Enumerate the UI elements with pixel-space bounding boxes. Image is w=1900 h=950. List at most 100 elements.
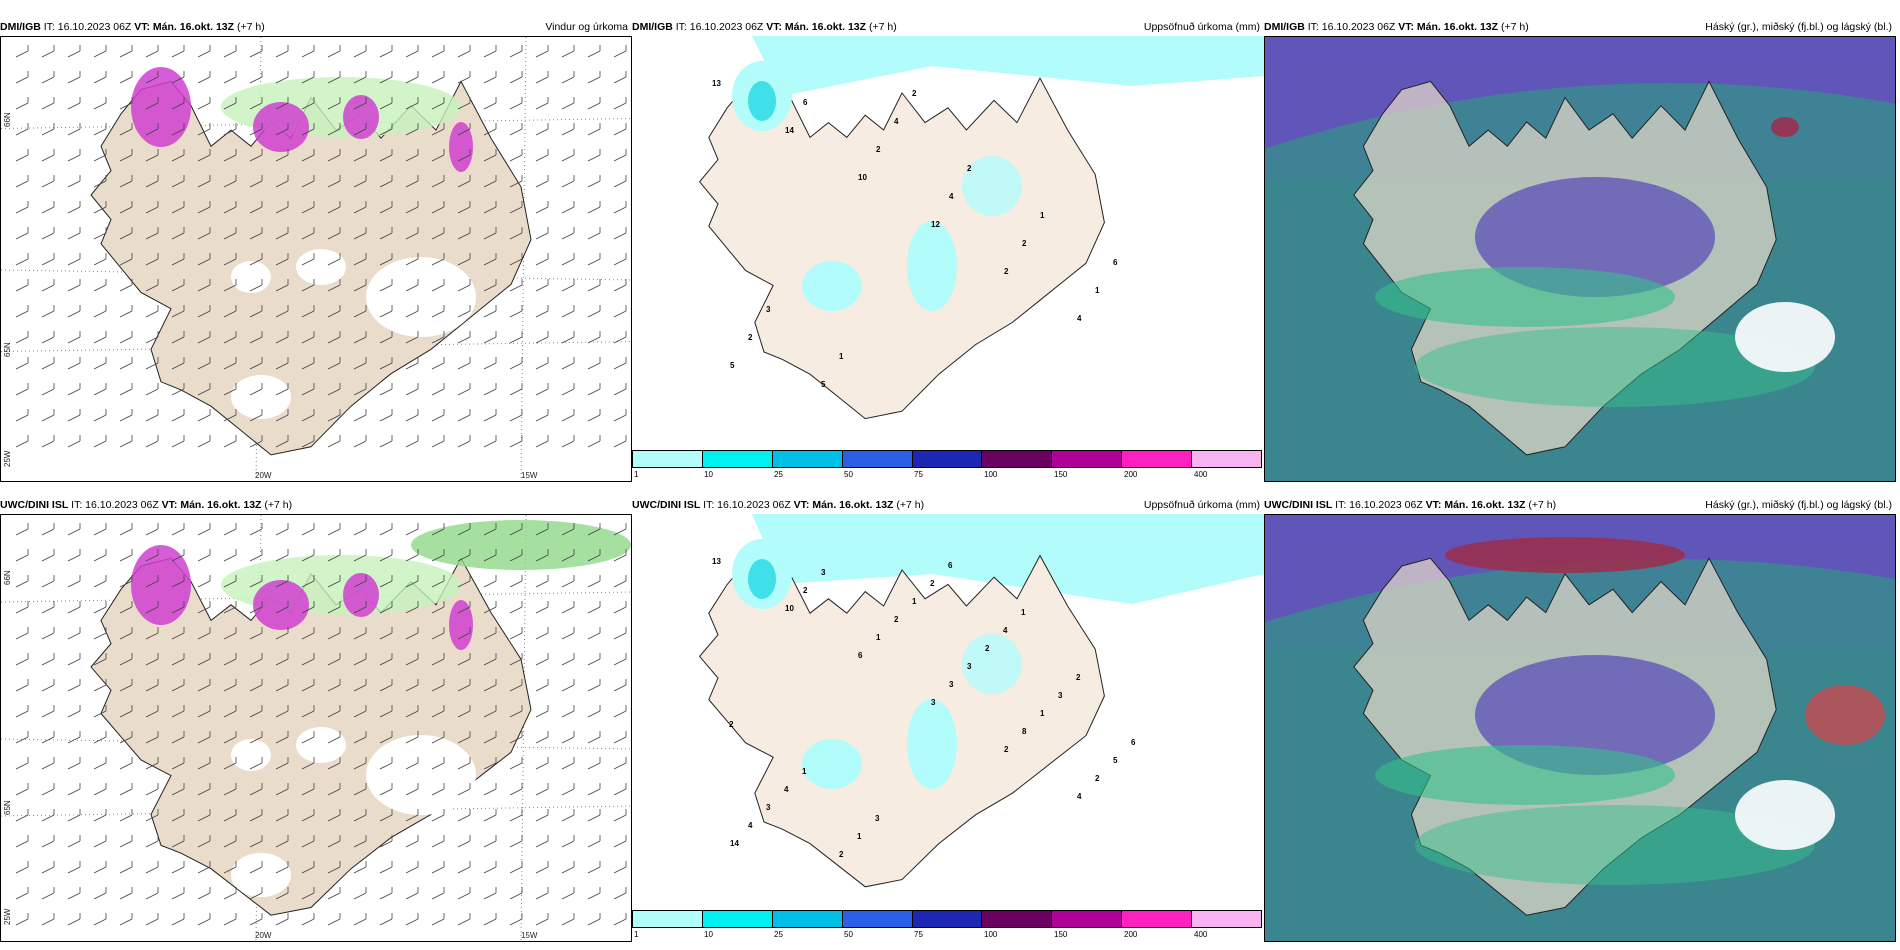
wind-barb: [67, 362, 81, 370]
heavy-precip: [343, 573, 379, 617]
wind-barb: [145, 76, 159, 84]
wind-barb: [327, 840, 341, 848]
wind-barb: [379, 206, 393, 214]
wind-barb: [223, 362, 237, 370]
panel-title: Uppsöfnuð úrkoma (mm): [1143, 499, 1260, 511]
wind-barb: [93, 258, 107, 266]
wind-barb: [93, 440, 107, 448]
wind-barb: [613, 580, 627, 588]
wind-barb: [587, 128, 601, 136]
wind-barb: [457, 554, 471, 562]
legend-swatch: [772, 451, 843, 467]
panel-precip-uwc: UWC/DINI ISL IT: 16.10.2023 06Z VT: Mán.…: [632, 496, 1264, 942]
wind-barb: [119, 50, 133, 58]
wind-barb: [223, 414, 237, 422]
wind-barb: [145, 606, 159, 614]
wind-barb: [171, 736, 185, 744]
wind-barb: [197, 180, 211, 188]
wind-barb: [15, 284, 29, 292]
legend-swatch: [633, 451, 703, 467]
wind-barb: [41, 736, 55, 744]
wind-barb: [561, 232, 575, 240]
precip-value: 2: [985, 644, 990, 653]
legend-swatch: [702, 451, 773, 467]
wind-barb: [353, 632, 367, 640]
wind-barb: [613, 788, 627, 796]
wind-barb: [171, 284, 185, 292]
precip-value: 10: [858, 173, 867, 182]
wind-barb: [379, 710, 393, 718]
wind-barb: [93, 362, 107, 370]
wind-barb: [275, 814, 289, 822]
precip-value: 2: [1022, 239, 1027, 248]
wind-barb: [457, 840, 471, 848]
wind-barb: [15, 50, 29, 58]
wind-barb: [405, 606, 419, 614]
wind-barb: [613, 606, 627, 614]
wind-barb: [327, 414, 341, 422]
wind-barb: [223, 76, 237, 84]
wind-barb: [197, 128, 211, 136]
legend-tick: 50: [844, 470, 853, 479]
wind-barb: [301, 762, 315, 770]
wind-barb: [613, 892, 627, 900]
wind-barb: [15, 528, 29, 536]
wind-barb: [119, 814, 133, 822]
wind-barb: [379, 632, 393, 640]
wind-barb: [93, 658, 107, 666]
low-cloud: [1415, 327, 1815, 407]
wind-barb: [327, 866, 341, 874]
wind-barb: [561, 814, 575, 822]
wind-barb: [223, 866, 237, 874]
wind-barb: [483, 684, 497, 692]
wind-barb: [249, 50, 263, 58]
wind-barb: [15, 128, 29, 136]
wind-barb: [41, 414, 55, 422]
precip-value: 1: [1040, 211, 1045, 220]
legend-tick: 75: [914, 470, 923, 479]
wind-barb: [301, 362, 315, 370]
precip-value: 3: [766, 803, 771, 812]
wind-barb: [223, 206, 237, 214]
wind-barb: [197, 414, 211, 422]
wind-barb: [483, 336, 497, 344]
wind-barb: [431, 102, 445, 110]
wind-barb: [379, 892, 393, 900]
wind-barb: [509, 658, 523, 666]
precip-value: 13: [712, 557, 721, 566]
wind-barb: [15, 606, 29, 614]
wind-barb: [15, 414, 29, 422]
wind-barb: [327, 180, 341, 188]
model-name: UWC/DINI ISL: [632, 499, 701, 511]
wind-barb: [483, 892, 497, 900]
wind-barb: [119, 788, 133, 796]
wind-barb: [327, 918, 341, 926]
wind-barb: [171, 684, 185, 692]
wind-barb: [587, 632, 601, 640]
wind-barb: [457, 232, 471, 240]
wind-barb: [301, 102, 315, 110]
wind-barb: [353, 310, 367, 318]
wind-barb: [613, 336, 627, 344]
wind-barb: [405, 814, 419, 822]
wind-barb: [457, 284, 471, 292]
wind-barb: [301, 154, 315, 162]
wind-barb: [145, 788, 159, 796]
wind-barb: [535, 362, 549, 370]
wind-barb: [327, 528, 341, 536]
wind-barb: [171, 580, 185, 588]
precip-value: 2: [1004, 745, 1009, 754]
wind-barb: [15, 310, 29, 318]
wind-barb: [41, 440, 55, 448]
wind-barb: [509, 814, 523, 822]
wind-barb: [145, 736, 159, 744]
wind-barb: [41, 388, 55, 396]
wind-barb: [561, 336, 575, 344]
wind-barb: [93, 892, 107, 900]
wind-barb: [327, 762, 341, 770]
wind-barb: [509, 50, 523, 58]
wind-barb: [275, 554, 289, 562]
wind-barb: [457, 814, 471, 822]
wind-barb: [379, 50, 393, 58]
wind-barb: [613, 440, 627, 448]
